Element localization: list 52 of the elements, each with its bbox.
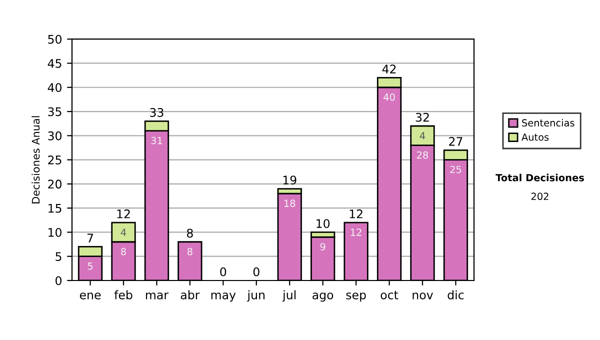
total-label: 42 xyxy=(382,64,396,74)
data-label: 40 xyxy=(384,93,395,101)
total-label: 12 xyxy=(117,209,130,218)
x-tick-label: sep xyxy=(346,292,366,302)
y-tick-label: 35 xyxy=(48,107,62,116)
x-tick-label: may xyxy=(211,292,236,302)
y-axis-title: Decisiones Anual xyxy=(32,116,40,204)
x-tick-label: nov xyxy=(412,292,433,300)
x-tick-label: oct xyxy=(380,290,398,300)
data-label: 25 xyxy=(450,166,462,174)
total-label: 19 xyxy=(283,176,296,185)
y-tick-label: 15 xyxy=(48,204,62,213)
x-tick-label: jun xyxy=(247,290,265,302)
x-tick-label: abr xyxy=(180,290,200,300)
x-tick-label: ene xyxy=(80,292,101,300)
y-tick-label: 30 xyxy=(48,131,62,140)
legend-label: Autos xyxy=(522,134,549,141)
total-label: 7 xyxy=(87,234,94,242)
y-tick-label: 45 xyxy=(48,59,62,68)
data-label: 31 xyxy=(151,136,162,144)
y-tick-label: 25 xyxy=(48,156,62,164)
data-label: 8 xyxy=(121,248,126,256)
data-label: 4 xyxy=(120,228,126,236)
total-label: 12 xyxy=(350,209,362,218)
total-label: 33 xyxy=(150,108,164,117)
text: Total Decisiones xyxy=(496,174,584,182)
y-tick-label: 50 xyxy=(48,34,62,44)
total-label: 10 xyxy=(316,219,330,228)
data-label: 12 xyxy=(350,228,362,236)
y-tick-label: 5 xyxy=(56,252,62,262)
legend-label: Sentencias xyxy=(522,118,574,127)
y-tick-label: 0 xyxy=(56,276,62,286)
total-label: 0 xyxy=(253,267,260,276)
data-label: 9 xyxy=(320,243,326,250)
y-tick-label: 40 xyxy=(48,83,62,92)
total-label: 32 xyxy=(416,112,429,122)
y-tick-label: 20 xyxy=(48,180,62,189)
x-tick-label: mar xyxy=(146,292,169,300)
data-label: 18 xyxy=(284,200,296,207)
x-tick-label: feb xyxy=(114,290,132,300)
data-label: 8 xyxy=(188,248,192,256)
data-label: 28 xyxy=(417,151,428,159)
data-label: 4 xyxy=(420,132,426,140)
y-tick-label: 10 xyxy=(48,228,62,237)
total-label: 8 xyxy=(186,228,193,238)
data-label: 5 xyxy=(88,262,93,270)
total-label: 27 xyxy=(449,136,462,146)
x-tick-label: jul xyxy=(282,290,296,302)
text: 202 xyxy=(531,192,548,200)
total-label: 0 xyxy=(220,267,226,276)
x-tick-label: ago xyxy=(312,292,334,302)
x-tick-label: dic xyxy=(448,290,464,300)
